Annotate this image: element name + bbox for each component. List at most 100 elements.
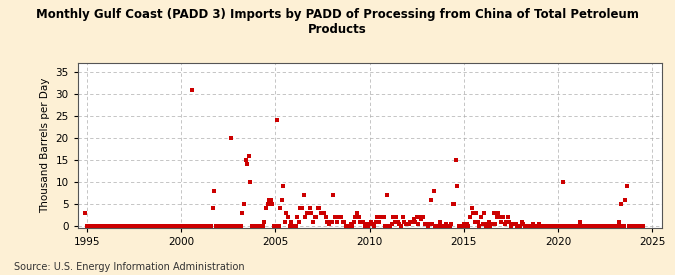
Point bbox=[121, 224, 132, 228]
Point bbox=[421, 222, 431, 226]
Point bbox=[143, 224, 154, 228]
Point bbox=[616, 202, 626, 206]
Point bbox=[364, 222, 375, 226]
Point bbox=[592, 224, 603, 228]
Point bbox=[290, 224, 301, 228]
Point bbox=[526, 224, 537, 228]
Point bbox=[360, 224, 371, 228]
Point bbox=[609, 224, 620, 228]
Point bbox=[566, 224, 577, 228]
Point bbox=[427, 222, 438, 226]
Point bbox=[576, 224, 587, 228]
Point bbox=[373, 219, 384, 224]
Point bbox=[385, 224, 396, 228]
Point bbox=[570, 224, 580, 228]
Point bbox=[173, 224, 184, 228]
Point bbox=[130, 224, 141, 228]
Point bbox=[431, 224, 442, 228]
Point bbox=[553, 224, 564, 228]
Point bbox=[110, 224, 121, 228]
Point bbox=[355, 219, 366, 224]
Point bbox=[564, 224, 574, 228]
Point bbox=[369, 224, 379, 228]
Point bbox=[590, 224, 601, 228]
Point bbox=[322, 219, 333, 224]
Point bbox=[474, 224, 485, 228]
Point bbox=[449, 202, 460, 206]
Point bbox=[169, 224, 180, 228]
Point bbox=[190, 224, 200, 228]
Point bbox=[115, 224, 126, 228]
Point bbox=[352, 211, 362, 215]
Point bbox=[430, 224, 441, 228]
Point bbox=[479, 211, 489, 215]
Point bbox=[92, 224, 103, 228]
Point bbox=[126, 224, 136, 228]
Point bbox=[88, 224, 99, 228]
Point bbox=[573, 224, 584, 228]
Point bbox=[497, 215, 508, 219]
Point bbox=[99, 224, 110, 228]
Point bbox=[237, 211, 248, 215]
Point bbox=[452, 184, 463, 189]
Point bbox=[271, 118, 282, 123]
Point bbox=[618, 224, 629, 228]
Point bbox=[257, 224, 268, 228]
Point bbox=[471, 211, 482, 215]
Point bbox=[315, 211, 326, 215]
Point bbox=[96, 224, 107, 228]
Point bbox=[389, 219, 400, 224]
Point bbox=[124, 224, 135, 228]
Point bbox=[339, 219, 350, 224]
Point bbox=[372, 215, 383, 219]
Point bbox=[193, 224, 204, 228]
Point bbox=[331, 219, 342, 224]
Point bbox=[606, 224, 617, 228]
Point bbox=[309, 215, 320, 219]
Point bbox=[377, 215, 387, 219]
Point bbox=[405, 219, 416, 224]
Point bbox=[248, 224, 259, 228]
Point bbox=[306, 211, 317, 215]
Point bbox=[206, 224, 217, 228]
Point bbox=[443, 224, 454, 228]
Point bbox=[637, 224, 648, 228]
Point bbox=[178, 224, 188, 228]
Point bbox=[111, 224, 122, 228]
Point bbox=[135, 224, 146, 228]
Point bbox=[537, 224, 547, 228]
Point bbox=[404, 222, 414, 226]
Point bbox=[611, 224, 622, 228]
Point bbox=[614, 219, 624, 224]
Point bbox=[424, 222, 435, 226]
Point bbox=[196, 224, 207, 228]
Point bbox=[477, 222, 488, 226]
Point bbox=[545, 224, 556, 228]
Point bbox=[631, 224, 642, 228]
Point bbox=[289, 224, 300, 228]
Point bbox=[348, 219, 359, 224]
Point bbox=[105, 224, 116, 228]
Point bbox=[278, 184, 289, 189]
Point bbox=[162, 224, 173, 228]
Point bbox=[597, 224, 608, 228]
Point bbox=[593, 224, 604, 228]
Point bbox=[102, 224, 113, 228]
Point bbox=[622, 184, 632, 189]
Point bbox=[548, 224, 559, 228]
Point bbox=[171, 224, 182, 228]
Point bbox=[188, 224, 199, 228]
Point bbox=[375, 215, 386, 219]
Point bbox=[392, 219, 403, 224]
Point bbox=[560, 224, 571, 228]
Point bbox=[83, 224, 94, 228]
Point bbox=[159, 224, 169, 228]
Point bbox=[491, 215, 502, 219]
Point bbox=[463, 224, 474, 228]
Point bbox=[256, 224, 267, 228]
Point bbox=[225, 224, 236, 228]
Point bbox=[418, 215, 429, 219]
Point bbox=[342, 224, 353, 228]
Point bbox=[153, 224, 163, 228]
Point bbox=[406, 219, 417, 224]
